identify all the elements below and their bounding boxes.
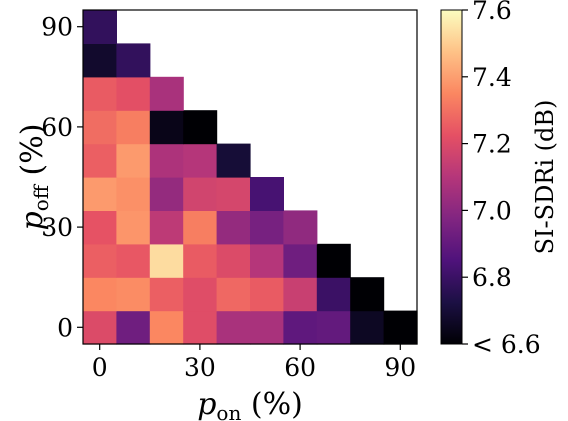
colorbar-tick-label: 7.0 bbox=[472, 196, 512, 225]
heatmap-cell bbox=[149, 310, 184, 345]
heatmap-cell bbox=[383, 310, 418, 345]
heatmap-cell bbox=[316, 277, 351, 312]
heatmap-cell bbox=[149, 143, 184, 178]
heatmap-cell bbox=[183, 110, 218, 145]
heatmap-cell bbox=[149, 210, 184, 245]
heatmap-cell bbox=[149, 243, 184, 278]
heatmap-cell bbox=[316, 243, 351, 278]
x-tick-label: 30 bbox=[184, 353, 216, 382]
y-tick-label: 60 bbox=[41, 113, 73, 142]
heatmap-cell bbox=[116, 243, 151, 278]
heatmap-cell bbox=[149, 110, 184, 145]
heatmap-cell bbox=[83, 210, 117, 245]
heatmap-cell bbox=[283, 243, 318, 278]
x-tick-label: 90 bbox=[384, 353, 416, 382]
colorbar bbox=[440, 9, 463, 345]
colorbar-tick-label: 7.6 bbox=[472, 0, 512, 25]
heatmap-cell bbox=[216, 310, 251, 345]
heatmap-cell bbox=[116, 43, 151, 78]
heatmap-cell bbox=[216, 210, 251, 245]
heatmap-cell bbox=[283, 210, 318, 245]
heatmap-cell bbox=[216, 177, 251, 211]
heatmap-cell bbox=[250, 243, 284, 278]
x-axis-ticks: 0 30 60 90 bbox=[92, 344, 416, 382]
heatmap-cell bbox=[83, 110, 117, 145]
heatmap-cell bbox=[116, 110, 151, 145]
x-tick-label: 0 bbox=[92, 353, 108, 382]
colorbar-ticks: < 6.6 6.8 7.0 7.2 7.4 7.6 bbox=[462, 0, 541, 359]
heatmap-cell bbox=[250, 277, 284, 312]
heatmap-cell bbox=[83, 43, 117, 78]
heatmap-cell bbox=[83, 76, 117, 111]
heatmap-cell bbox=[83, 177, 117, 211]
colorbar-tick-label: < 6.6 bbox=[472, 330, 541, 359]
y-axis-ticks: 0 30 60 90 bbox=[41, 13, 83, 342]
heatmap-cell bbox=[250, 177, 284, 211]
colorbar-tick-label: 6.8 bbox=[472, 263, 512, 292]
y-tick-label: 0 bbox=[57, 313, 73, 342]
heatmap-cell bbox=[283, 277, 318, 312]
heatmap-cell bbox=[183, 143, 218, 178]
heatmap-cell bbox=[250, 210, 284, 245]
y-tick-label: 30 bbox=[41, 213, 73, 242]
heatmap-cell bbox=[116, 76, 151, 111]
x-tick-label: 60 bbox=[284, 353, 316, 382]
heatmap-cell bbox=[316, 310, 351, 345]
heatmap-cell bbox=[116, 210, 151, 245]
heatmap-cell bbox=[183, 277, 218, 312]
heatmap-cell bbox=[149, 277, 184, 312]
heatmap-cell bbox=[350, 277, 385, 312]
y-axis-label: poff (%) bbox=[15, 124, 53, 231]
heatmap-cell bbox=[83, 10, 117, 44]
plot-frame bbox=[82, 9, 418, 345]
heatmap-cell bbox=[183, 210, 218, 245]
heatmap-cell bbox=[116, 310, 151, 345]
heatmap-cell bbox=[149, 177, 184, 211]
heatmap-cell bbox=[250, 310, 284, 345]
x-axis-label: pon (%) bbox=[197, 387, 303, 421]
heatmap-cell bbox=[116, 143, 151, 178]
heatmap-cell bbox=[83, 310, 117, 345]
heatmap-cell bbox=[183, 177, 218, 211]
heatmap-cell bbox=[83, 243, 117, 278]
heatmap-cell bbox=[83, 143, 117, 178]
heatmap-cell bbox=[216, 277, 251, 312]
y-tick-label: 90 bbox=[41, 13, 73, 42]
heatmap-cell bbox=[216, 243, 251, 278]
heatmap-cell bbox=[216, 143, 251, 178]
heatmap-cell bbox=[350, 310, 385, 345]
heatmap-cells bbox=[83, 10, 418, 345]
heatmap-cell bbox=[149, 76, 184, 111]
heatmap-cell bbox=[183, 243, 218, 278]
heatmap-cell bbox=[116, 277, 151, 312]
heatmap-cell bbox=[183, 310, 218, 345]
heatmap-cell bbox=[83, 277, 117, 312]
colorbar-tick-label: 7.2 bbox=[472, 130, 512, 159]
colorbar-tick-label: 7.4 bbox=[472, 63, 512, 92]
heatmap-cell bbox=[283, 310, 318, 345]
heatmap-cell bbox=[116, 177, 151, 211]
colorbar-label: SI-SDRi (dB) bbox=[531, 100, 559, 255]
